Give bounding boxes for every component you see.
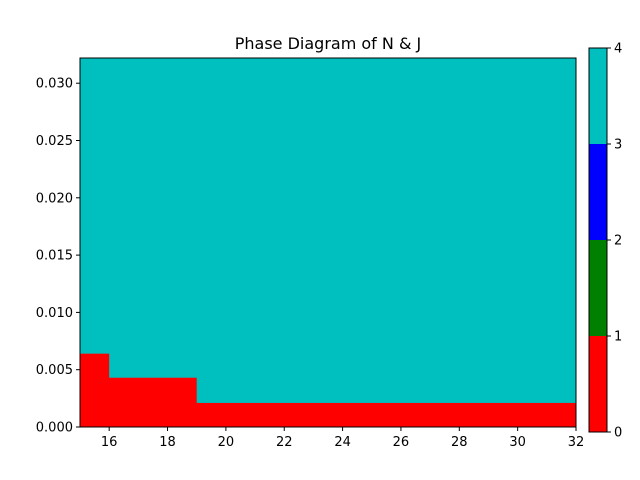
x-tick-label: 24 [334,435,351,450]
y-tick-label: 0.005 [36,363,73,378]
y-tick-label: 0.030 [36,77,73,92]
colorbar-tick-label: 4 [614,42,622,57]
colorbar-segment-3 [589,48,607,144]
x-axis: 16 18 20 22 24 26 28 30 32 [101,427,584,450]
phase-region-0-3 [80,353,110,427]
x-tick-label: 30 [509,435,526,450]
x-tick-label: 26 [393,435,410,450]
x-tick-label: 22 [276,435,293,450]
plot-frame [79,57,577,428]
colorbar-segment-1 [589,240,607,336]
y-tick-label: 0.015 [36,249,73,264]
chart-title: Phase Diagram of N & J [235,34,421,53]
x-tick-label: 32 [568,435,585,450]
plot-regions [80,58,576,427]
y-tick-label: 0.010 [36,306,73,321]
colorbar-tick-label: 0 [614,426,622,441]
colorbar-tick-label: 1 [614,330,622,345]
x-tick-label: 16 [101,435,118,450]
colorbar-tick-label: 2 [614,234,622,249]
y-tick-label: 0.025 [36,134,73,149]
y-tick-label: 0.020 [36,191,73,206]
y-tick-label: 0.000 [36,421,73,436]
x-tick-label: 28 [451,435,468,450]
colorbar-segment-2 [589,144,607,240]
x-tick-label: 18 [159,435,176,450]
phase-region-3-0 [80,58,576,427]
x-tick-label: 20 [218,435,235,450]
colorbar-segment-0 [589,336,607,432]
colorbar: 0 1 2 3 4 [588,42,622,441]
colorbar-tick-label: 3 [614,138,622,153]
y-axis: 0.000 0.005 0.010 0.015 0.020 0.025 0.030 [36,77,80,436]
